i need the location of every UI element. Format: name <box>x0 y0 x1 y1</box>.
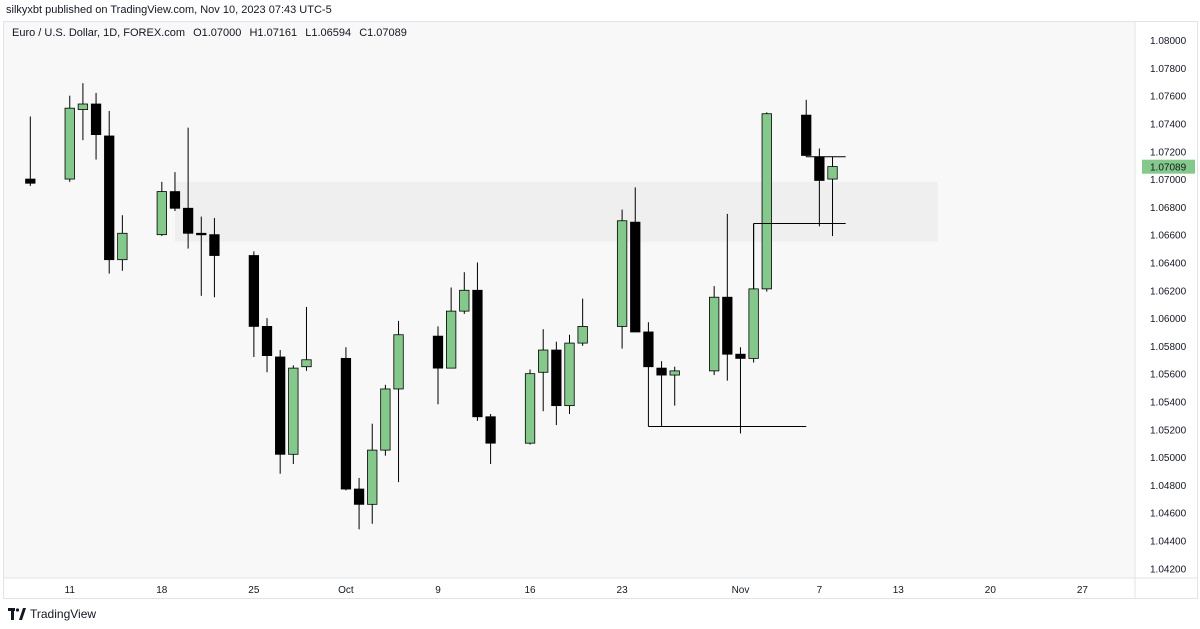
price-tick-label: 1.07400 <box>1150 119 1187 130</box>
bearish-candle <box>630 221 641 333</box>
price-tick-label: 1.07600 <box>1150 92 1187 103</box>
price-tick-label: 1.05200 <box>1150 425 1187 436</box>
price-tick-label: 1.05600 <box>1150 370 1187 381</box>
bullish-candle <box>761 113 772 290</box>
legend-high: H1.07161 <box>249 27 298 39</box>
price-tick-label: 1.07000 <box>1150 175 1187 186</box>
bearish-candle <box>169 191 181 209</box>
bullish-candle <box>156 191 167 236</box>
bearish-candle <box>248 255 260 327</box>
plot-area <box>4 22 1135 578</box>
bearish-candle <box>485 416 496 444</box>
bullish-candle <box>367 449 378 505</box>
bullish-candle <box>669 370 680 376</box>
price-tick-label: 1.04600 <box>1150 509 1187 520</box>
price-tick-label: 1.04800 <box>1150 481 1187 492</box>
bearish-candle <box>104 135 115 261</box>
tradingview-brand: TradingView <box>30 607 97 621</box>
price-tick-label: 1.05000 <box>1150 453 1187 464</box>
time-tick-label: 27 <box>1077 585 1089 596</box>
last-price-label: 1.07089 <box>1150 163 1187 174</box>
legend-low: L1.06594 <box>305 27 352 39</box>
price-tick-label: 1.06400 <box>1150 258 1187 269</box>
chart-frame <box>3 21 1198 599</box>
bullish-candle <box>77 103 89 110</box>
bullish-candle <box>564 342 575 407</box>
price-tick-label: 1.06200 <box>1150 286 1187 297</box>
price-tick-label: 1.07800 <box>1150 64 1187 75</box>
bullish-candle <box>827 166 838 180</box>
legend-symbol: Euro / U.S. Dollar, 1D, FOREX.com <box>12 27 185 39</box>
bullish-candle <box>393 334 404 390</box>
price-tick-label: 1.06000 <box>1150 314 1187 325</box>
bearish-candle <box>735 353 746 359</box>
time-tick-label: 25 <box>248 585 260 596</box>
time-tick-label: 18 <box>156 585 168 596</box>
bearish-candle <box>261 326 273 357</box>
last-price-tag <box>1142 159 1195 174</box>
time-tick-label: 23 <box>617 585 629 596</box>
time-tick-label: 20 <box>985 585 997 596</box>
bullish-candle <box>577 326 588 344</box>
bearish-candle <box>472 289 483 418</box>
bullish-candle <box>459 289 470 312</box>
bullish-candle <box>616 220 628 327</box>
bearish-candle <box>209 234 220 256</box>
price-tick-label: 1.04200 <box>1150 564 1187 575</box>
price-tick-label: 1.06600 <box>1150 231 1187 242</box>
bearish-candle <box>814 156 825 181</box>
bearish-candle <box>801 114 812 156</box>
bullish-candle <box>748 288 759 359</box>
bullish-candle <box>380 388 391 451</box>
time-tick-label: 16 <box>524 585 536 596</box>
price-axis-panel <box>1135 22 1197 578</box>
legend-open: O1.07000 <box>193 27 242 39</box>
price-tick-label: 1.05800 <box>1150 342 1187 353</box>
bullish-candle <box>709 296 720 372</box>
bearish-candle <box>182 207 194 234</box>
bullish-candle <box>117 232 128 261</box>
bullish-candle <box>446 310 457 369</box>
published-by-line: silkyxbt published on TradingView.com, N… <box>6 4 332 16</box>
bearish-candle <box>90 103 102 135</box>
price-tick-label: 1.08000 <box>1150 36 1187 47</box>
price-tick-label: 1.04400 <box>1150 536 1187 547</box>
supply-demand-zone <box>174 181 938 242</box>
bearish-candle <box>340 357 352 490</box>
legend-close: C1.07089 <box>359 27 407 39</box>
bullish-candle <box>301 359 312 368</box>
bearish-candle <box>722 296 733 355</box>
time-tick-label: 7 <box>817 585 823 596</box>
bearish-candle <box>275 356 286 455</box>
bearish-candle <box>25 178 36 184</box>
price-tick-label: 1.05400 <box>1150 397 1187 408</box>
bullish-candle <box>64 107 75 180</box>
time-tick-label: 9 <box>435 585 441 596</box>
time-tick-label: Nov <box>732 585 750 596</box>
bearish-candle <box>656 367 667 376</box>
tradingview-logo-icon <box>8 608 26 620</box>
symbol-legend: Euro / U.S. Dollar, 1D, FOREX.com O1.070… <box>12 27 412 39</box>
tradingview-footer[interactable]: TradingView <box>8 607 96 621</box>
time-tick-label: 11 <box>65 585 76 596</box>
time-tick-label: Oct <box>338 585 354 596</box>
bullish-candle <box>538 349 549 373</box>
bearish-candle <box>643 331 654 368</box>
bearish-candle <box>196 232 207 236</box>
price-tick-label: 1.07200 <box>1150 147 1187 158</box>
bullish-candle <box>524 373 536 444</box>
bearish-candle <box>551 349 562 407</box>
bearish-candle <box>432 335 444 369</box>
price-tick-label: 1.06800 <box>1150 203 1187 214</box>
time-tick-label: 13 <box>893 585 905 596</box>
bullish-candle <box>288 367 299 455</box>
bearish-candle <box>353 488 365 505</box>
